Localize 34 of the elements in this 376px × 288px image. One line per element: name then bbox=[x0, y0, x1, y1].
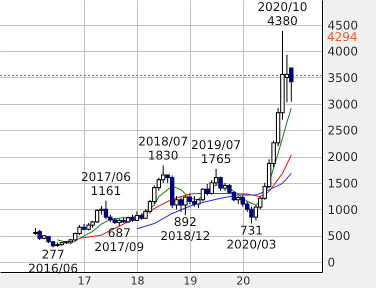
y-tick-label: 4000 bbox=[328, 44, 358, 59]
annotation: 2018/07 1830 bbox=[138, 134, 188, 163]
x-tick-label: 19 bbox=[183, 274, 198, 288]
text: 4294 bbox=[327, 30, 358, 44]
candlestick bbox=[38, 229, 42, 240]
x-tick-label: 17 bbox=[78, 274, 92, 288]
annotation: 892 2018/12 bbox=[160, 214, 210, 243]
y-tick-label: 2000 bbox=[328, 150, 358, 164]
candlestick bbox=[188, 192, 192, 204]
y-tick-label: 500 bbox=[328, 229, 350, 244]
y-tick-label: 0 bbox=[328, 255, 336, 270]
annotation: 2017/06 1161 bbox=[81, 170, 131, 198]
y-tick-label: 4500 bbox=[328, 18, 358, 32]
annotation: 687 2017/09 bbox=[94, 226, 144, 254]
y-tick-label: 1000 bbox=[328, 202, 358, 217]
x-tick-label: 20 bbox=[236, 274, 250, 288]
candlestick bbox=[289, 68, 294, 102]
y-tick-label: 3000 bbox=[328, 97, 358, 112]
annotation: 2020/10 4380 bbox=[258, 0, 308, 28]
candlestick bbox=[174, 196, 179, 210]
annotation: 2019/07 1765 bbox=[191, 138, 241, 166]
annotation: 731 2020/03 bbox=[226, 223, 276, 252]
candlestick bbox=[218, 176, 223, 192]
candlestick bbox=[94, 208, 100, 224]
candlestick bbox=[205, 183, 210, 196]
x-tick-label: 18 bbox=[130, 274, 144, 288]
candlestick bbox=[183, 195, 188, 216]
y-tick-label: 2500 bbox=[328, 124, 358, 138]
annotation: 277 2016/06 bbox=[28, 247, 78, 276]
y-tick-label: 3500 bbox=[328, 70, 358, 85]
candlestick bbox=[104, 200, 108, 220]
candlestick bbox=[178, 196, 184, 212]
y-tick-label: 1500 bbox=[328, 176, 358, 190]
candlestick bbox=[134, 210, 140, 222]
